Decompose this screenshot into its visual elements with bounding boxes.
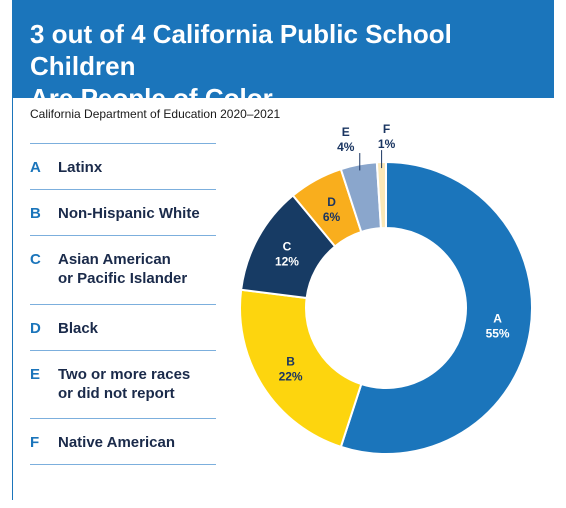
legend-item-b: B Non-Hispanic White [30,190,216,235]
source-note: California Department of Education 2020–… [30,107,281,121]
slice-a [339,160,533,455]
title-banner: 3 out of 4 California Public School Chil… [12,0,554,113]
legend-item-a: A Latinx [30,144,216,189]
donut-labels: A55% B22% C12% D6% E4% F1% [275,122,510,383]
legend-letter: A [30,159,41,176]
legend-label: Latinx [58,159,103,176]
legend-label: Native American [58,434,175,451]
legend-label: Two or more races [58,366,191,383]
legend-label: Non-Hispanic White [58,205,200,222]
slice-value-a: 55% [486,327,510,341]
slice-value-f: 1% [378,137,396,151]
chart-title-line2: Are People of Color [30,83,273,113]
legend-letter: C [30,251,41,268]
slice-b [239,288,363,449]
legend-letter: D [30,320,41,337]
legend-item-e: E Two or more races or did not report [30,351,216,418]
chart-title-line1: 3 out of 4 California Public School Chil… [30,19,452,81]
legend-item-d: D Black [30,305,216,350]
slice-value-e: 4% [337,140,355,154]
legend-label-line2: or did not report [58,385,175,402]
slice-letter-f: F [383,122,390,136]
slice-letter-e: E [342,125,350,139]
slice-letter-d: D [327,195,336,209]
slice-value-b: 22% [279,370,303,384]
legend-item-c: C Asian American or Pacific Islander [30,236,216,304]
legend-label-line2: or Pacific Islander [58,270,188,287]
legend-label: Asian American [58,251,171,268]
legend-letter: E [30,366,41,383]
slice-value-d: 6% [323,210,341,224]
legend-label: Black [58,320,99,337]
slice-letter-b: B [286,355,295,369]
legend-divider [30,350,216,351]
legend-letter: B [30,205,41,222]
slice-value-c: 12% [275,255,299,269]
left-border-rule [12,98,13,500]
legend-divider [30,304,216,305]
legend-divider [30,189,216,190]
legend-divider [30,235,216,236]
slice-f [375,160,387,230]
legend-item-f: F Native American [30,419,216,464]
legend-letter: F [30,434,40,451]
slice-letter-c: C [283,240,292,254]
legend: A Latinx B Non-Hispanic White C Asian Am… [30,143,216,465]
legend-divider [30,464,216,465]
legend-divider [30,143,216,144]
legend-divider [30,418,216,419]
slice-letter-a: A [493,312,502,326]
chart-title: 3 out of 4 California Public School Chil… [30,18,550,114]
donut-slices [239,160,533,455]
